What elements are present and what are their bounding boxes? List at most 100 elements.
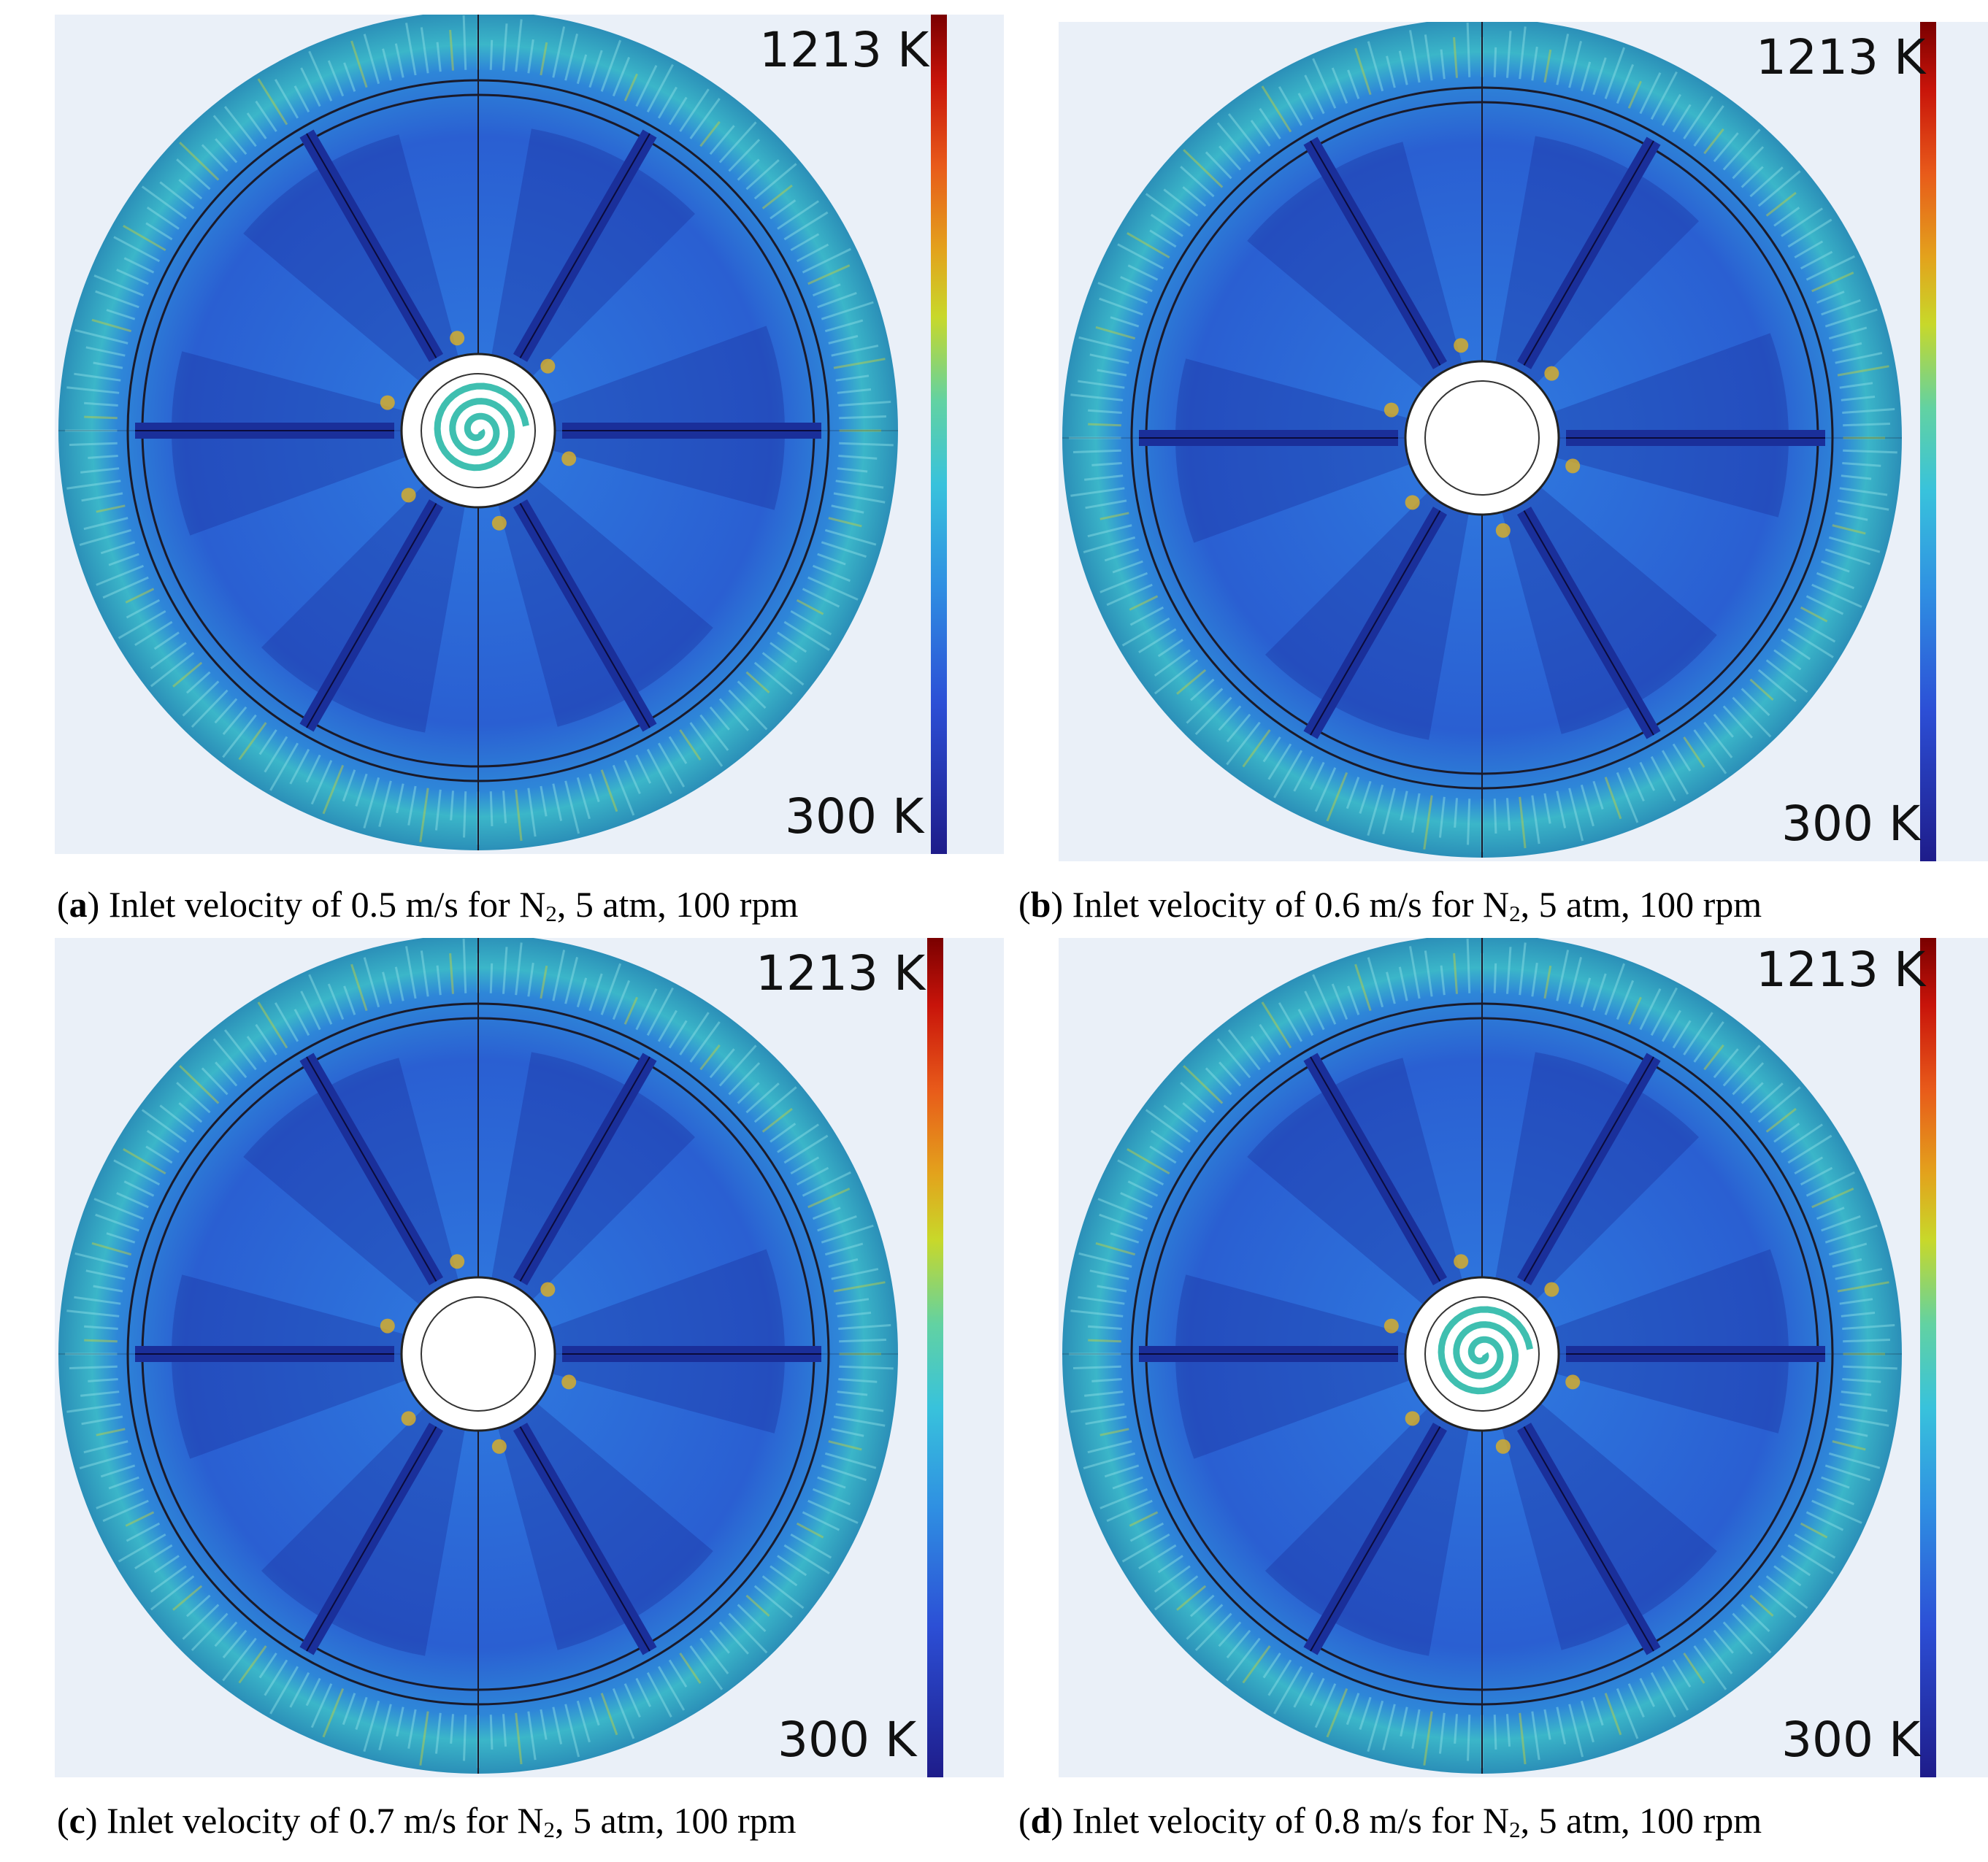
flow-streak bbox=[770, 199, 797, 220]
flow-streak bbox=[1386, 972, 1396, 1004]
flow-streak bbox=[1189, 1594, 1215, 1617]
flow-streak bbox=[588, 50, 603, 88]
flow-streak bbox=[635, 65, 658, 107]
flow-streak bbox=[745, 1082, 780, 1114]
flow-streak bbox=[1580, 61, 1592, 92]
flow-streak bbox=[1627, 1683, 1645, 1718]
flow-streak bbox=[812, 283, 841, 297]
flow-streak bbox=[821, 301, 874, 320]
flow-streak bbox=[588, 973, 603, 1012]
flow-streak bbox=[264, 1659, 288, 1696]
flow-streak bbox=[709, 125, 735, 155]
flow-streak bbox=[796, 243, 829, 263]
flow-streak bbox=[1616, 772, 1639, 823]
flow-streak bbox=[1104, 548, 1140, 562]
flow-streak bbox=[612, 56, 631, 97]
flow-streak bbox=[1085, 499, 1127, 509]
flow-streak bbox=[1757, 170, 1801, 207]
caption-a: (a) Inlet velocity of 0.5 m/s for N2, 5 … bbox=[57, 884, 799, 927]
flow-streak bbox=[1732, 146, 1765, 180]
flow-streak bbox=[600, 1693, 618, 1736]
flow-streak bbox=[1367, 784, 1384, 836]
cool-region bbox=[1482, 136, 1699, 438]
flow-streak bbox=[274, 1002, 299, 1042]
flow-streak bbox=[812, 1488, 851, 1506]
flow-streak bbox=[327, 983, 345, 1020]
flow-streak bbox=[257, 78, 288, 126]
flow-streak bbox=[821, 1464, 867, 1482]
flow-streak bbox=[502, 1714, 507, 1747]
flow-streak bbox=[79, 1452, 132, 1469]
flow-streak bbox=[1741, 1604, 1770, 1632]
flow-streak bbox=[1078, 1252, 1132, 1268]
flow-streak bbox=[1072, 1365, 1121, 1370]
flow-streak bbox=[1312, 58, 1337, 109]
flow-streak bbox=[322, 764, 345, 815]
flow-streak bbox=[745, 1594, 770, 1617]
flow-streak bbox=[1145, 193, 1191, 227]
flow-streak bbox=[1466, 939, 1471, 993]
flow-streak bbox=[179, 1065, 220, 1104]
flow-streak bbox=[274, 79, 299, 119]
flow-streak bbox=[1454, 798, 1459, 828]
flow-streak bbox=[96, 564, 145, 586]
flow-streak bbox=[796, 599, 824, 615]
blade-outline bbox=[1310, 510, 1441, 736]
flow-streak bbox=[718, 1045, 757, 1087]
cool-region bbox=[478, 128, 695, 431]
flow-streak bbox=[1278, 1002, 1303, 1042]
flow-streak bbox=[489, 1715, 494, 1750]
flow-streak bbox=[1741, 1082, 1764, 1104]
flow-streak bbox=[1453, 953, 1459, 994]
flow-streak bbox=[1326, 772, 1348, 822]
flow-streak bbox=[753, 661, 793, 695]
flow-streak bbox=[201, 144, 229, 172]
flow-streak bbox=[1154, 1575, 1199, 1611]
flow-streak bbox=[1839, 1403, 1888, 1412]
flow-streak bbox=[113, 236, 161, 263]
flow-streak bbox=[1757, 1086, 1801, 1123]
flow-streak bbox=[1127, 1180, 1159, 1197]
blade-outline bbox=[306, 503, 437, 728]
flow-streak bbox=[1505, 798, 1511, 831]
flow-streak bbox=[1331, 67, 1348, 104]
temperature-field-a bbox=[58, 15, 898, 850]
flow-streak bbox=[1592, 973, 1607, 1012]
flow-streak bbox=[450, 1714, 455, 1744]
flow-streak bbox=[1367, 957, 1384, 1008]
flow-streak bbox=[709, 706, 730, 731]
flow-streak bbox=[807, 1499, 859, 1524]
flow-streak bbox=[462, 15, 467, 70]
flow-streak bbox=[796, 1522, 824, 1539]
flow-streak bbox=[1805, 595, 1844, 615]
flow-streak bbox=[1112, 560, 1143, 574]
flow-streak bbox=[1749, 678, 1774, 701]
flow-streak bbox=[1732, 1612, 1772, 1654]
gas-symbol: N bbox=[1483, 884, 1510, 925]
flow-streak bbox=[463, 1715, 467, 1761]
flow-streak bbox=[1794, 240, 1824, 259]
flow-streak bbox=[1672, 104, 1692, 133]
flow-streak bbox=[821, 1224, 874, 1244]
flow-streak bbox=[88, 454, 118, 459]
flow-streak bbox=[1398, 50, 1408, 85]
flow-streak bbox=[1722, 1045, 1761, 1087]
flow-streak bbox=[1781, 1123, 1824, 1153]
flow-streak bbox=[817, 1476, 846, 1489]
flow-streak bbox=[1409, 946, 1421, 999]
flow-streak bbox=[1732, 1062, 1765, 1096]
flow-streak bbox=[777, 631, 807, 653]
flow-streak bbox=[83, 1440, 128, 1454]
flow-streak bbox=[146, 207, 180, 230]
flow-streak bbox=[489, 791, 494, 827]
flow-streak bbox=[69, 1365, 118, 1370]
temperature-field-b bbox=[1062, 22, 1902, 858]
flow-streak bbox=[689, 98, 721, 139]
colorbar-min-label: 300 K bbox=[778, 1712, 917, 1768]
hot-spot bbox=[401, 488, 416, 503]
flow-streak bbox=[106, 309, 136, 320]
flow-streak bbox=[783, 211, 829, 241]
flow-streak bbox=[1084, 474, 1124, 481]
flow-streak bbox=[646, 987, 674, 1036]
flow-streak bbox=[96, 1488, 145, 1509]
